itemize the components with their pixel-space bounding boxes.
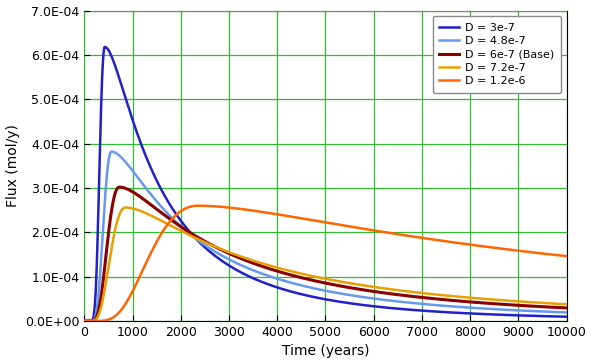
Line: D = 7.2e-7: D = 7.2e-7 <box>85 207 567 321</box>
Legend: D = 3e-7, D = 4.8e-7, D = 6e-7 (Base), D = 7.2e-7, D = 1.2e-6: D = 3e-7, D = 4.8e-7, D = 6e-7 (Base), D… <box>433 16 561 93</box>
D = 6e-7 (Base) <box>115 185 123 189</box>
D = 7.2e-7 <box>122 205 129 210</box>
D = 4.8e-7 <box>105 158 112 162</box>
D = 6e-7 (Base) <box>563 306 570 310</box>
Y-axis label: Flux (mol/y): Flux (mol/y) <box>5 124 20 207</box>
D = 6e-7 (Base) <box>105 229 112 233</box>
D = 4.8e-7 <box>81 319 88 323</box>
D = 6e-7 (Base) <box>464 300 471 304</box>
D = 3e-7 <box>366 304 374 308</box>
D = 3e-7 <box>387 306 394 310</box>
D = 3e-7 <box>464 311 471 316</box>
D = 3e-7 <box>563 314 570 319</box>
D = 3e-7 <box>105 48 112 53</box>
D = 3e-7 <box>101 45 108 49</box>
X-axis label: Time (years): Time (years) <box>282 344 369 359</box>
D = 1.2e-6 <box>438 238 445 243</box>
D = 6e-7 (Base) <box>438 297 445 302</box>
D = 3e-7 <box>438 310 445 314</box>
D = 1.2e-6 <box>387 231 394 235</box>
D = 4.8e-7 <box>464 305 471 310</box>
D = 7.2e-7 <box>105 263 112 267</box>
D = 3e-7 <box>81 319 88 323</box>
D = 4.8e-7 <box>366 296 374 300</box>
D = 4.8e-7 <box>256 270 263 275</box>
D = 1.2e-6 <box>563 254 570 258</box>
D = 1.2e-6 <box>366 228 374 232</box>
D = 7.2e-7 <box>464 295 471 300</box>
Line: D = 3e-7: D = 3e-7 <box>85 47 567 321</box>
D = 7.2e-7 <box>438 293 445 297</box>
D = 4.8e-7 <box>438 304 445 308</box>
D = 6e-7 (Base) <box>387 292 394 296</box>
D = 1.2e-6 <box>81 319 88 323</box>
D = 4.8e-7 <box>387 298 394 303</box>
D = 1.2e-6 <box>256 209 263 214</box>
D = 4.8e-7 <box>108 149 115 154</box>
D = 7.2e-7 <box>81 319 88 323</box>
D = 1.2e-6 <box>194 203 201 208</box>
D = 1.2e-6 <box>464 242 471 246</box>
Line: D = 1.2e-6: D = 1.2e-6 <box>85 206 567 321</box>
D = 7.2e-7 <box>387 287 394 292</box>
D = 7.2e-7 <box>563 302 570 306</box>
D = 3e-7 <box>256 278 263 283</box>
Line: D = 6e-7 (Base): D = 6e-7 (Base) <box>85 187 567 321</box>
D = 1.2e-6 <box>105 317 112 322</box>
D = 4.8e-7 <box>563 310 570 314</box>
Line: D = 4.8e-7: D = 4.8e-7 <box>85 151 567 321</box>
D = 6e-7 (Base) <box>366 289 374 293</box>
D = 6e-7 (Base) <box>81 319 88 323</box>
D = 7.2e-7 <box>366 284 374 289</box>
D = 6e-7 (Base) <box>256 263 263 268</box>
D = 7.2e-7 <box>256 260 263 265</box>
